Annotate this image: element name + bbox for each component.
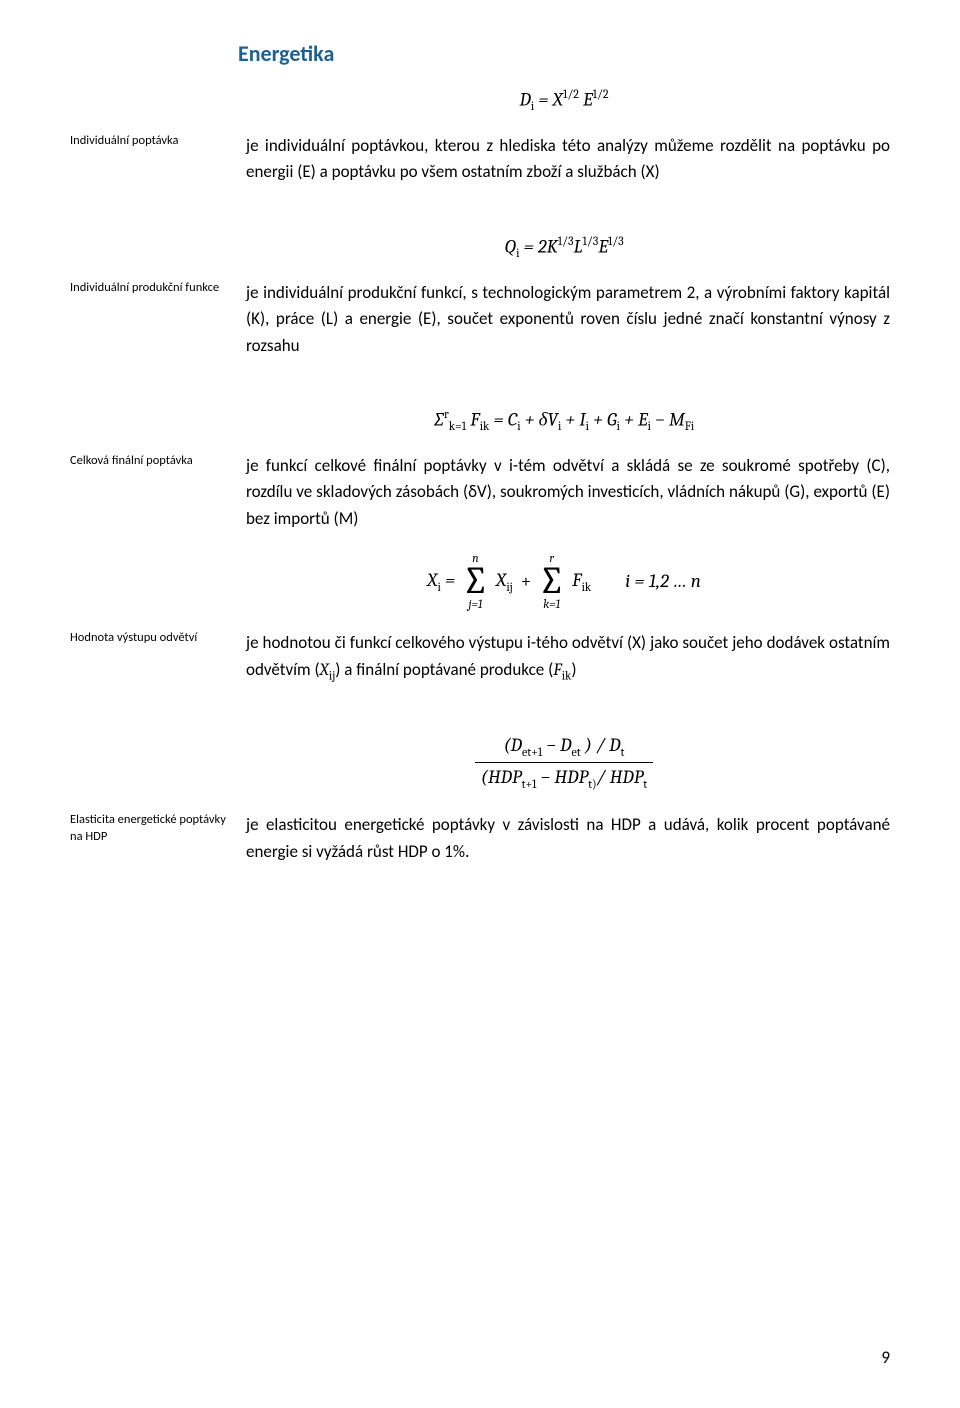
- formula-sum-f: ∑rk=1 Fik = Ci + δVi + Ii + Gi + Ei − MF…: [238, 407, 890, 433]
- body-text: je individuální produkční funkcí, s tech…: [246, 280, 890, 359]
- side-label: Elasticita energetické poptávky na HDP: [70, 812, 246, 846]
- page-number: 9: [881, 1347, 890, 1368]
- body-text: je individuální poptávkou, kterou z hled…: [246, 133, 890, 186]
- formula-x-sum: Xi = n ∑ j=1 Xij + r ∑ k=1 Fik i = 1,2 ……: [238, 552, 890, 610]
- section-production-function: Individuální produkční funkce je individ…: [70, 280, 890, 359]
- formula-d: Di = X1/2 E1/2: [238, 87, 890, 113]
- page-title: Energetika: [238, 40, 890, 67]
- side-label: Individuální produkční funkce: [70, 280, 246, 297]
- body-text: je elasticitou energetické poptávky v zá…: [246, 812, 890, 865]
- side-label: Individuální poptávka: [70, 133, 246, 150]
- body-text: je funkcí celkové finální poptávky v i-t…: [246, 453, 890, 532]
- section-final-demand: Celková finální poptávka je funkcí celko…: [70, 453, 890, 532]
- fraction-numerator: (Det+1 − Det ) / Dt: [498, 733, 631, 762]
- sigma-icon: r ∑ k=1: [538, 552, 565, 610]
- page: Energetika Di = X1/2 E1/2 Individuální p…: [0, 0, 960, 1408]
- formula-elasticity: (Det+1 − Det ) / Dt (HDPt+1 − HDPt)/ HDP…: [238, 733, 890, 793]
- section-elasticity: Elasticita energetické poptávky na HDP j…: [70, 812, 890, 865]
- section-individual-demand: Individuální poptávka je individuální po…: [70, 133, 890, 186]
- formula-plus: +: [521, 570, 532, 592]
- section-output-value: Hodnota výstupu odvětví je hodnotou či f…: [70, 630, 890, 684]
- formula-lhs: Xi =: [427, 569, 455, 594]
- formula-term: Fik: [572, 569, 591, 594]
- formula-index: i = 1,2 … n: [625, 570, 701, 592]
- sigma-icon: n ∑ j=1: [462, 552, 489, 610]
- side-label: Celková finální poptávka: [70, 453, 246, 470]
- formula-q: Qi = 2K1/3L1/3E1/3: [238, 234, 890, 260]
- formula-term: Xij: [496, 569, 513, 594]
- fraction-denominator: (HDPt+1 − HDPt)/ HDPt: [475, 762, 653, 792]
- body-text: je hodnotou či funkcí celkového výstupu …: [246, 630, 890, 684]
- side-label: Hodnota výstupu odvětví: [70, 630, 246, 647]
